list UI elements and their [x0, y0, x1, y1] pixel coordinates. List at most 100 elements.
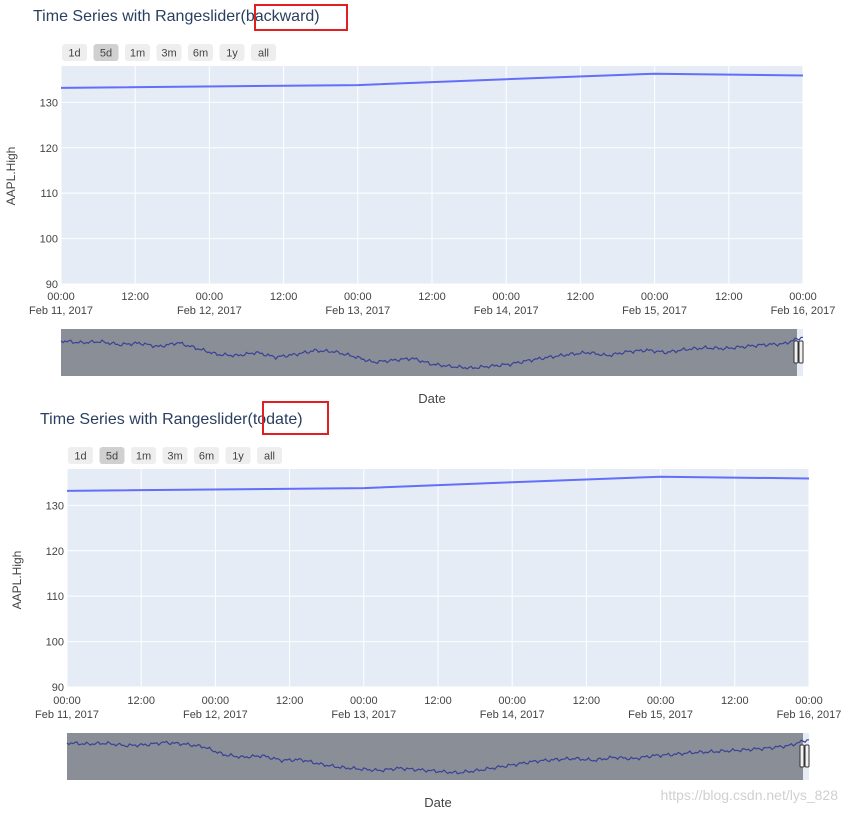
range-button-bg: [125, 44, 150, 61]
series-line: [67, 475, 809, 492]
chart-2: Time Series with Rangeslider(todate) 1d 5d…: [10, 401, 842, 810]
range-button-label: 6m: [199, 451, 214, 463]
y-tick-label: 120: [40, 143, 58, 155]
y-tick-label: 130: [40, 97, 58, 109]
range-button-label: 5d: [106, 451, 118, 463]
y-tick-label: 100: [46, 637, 64, 649]
range-button-bg: [219, 44, 245, 61]
x-tick-time: 00:00: [344, 291, 372, 303]
slider-masked-area: [67, 733, 803, 780]
slider-masked-area: [61, 329, 797, 376]
x-tick-time: 12:00: [418, 291, 446, 303]
x-tick-time: 00:00: [47, 291, 75, 303]
x-tick-time: 00:00: [795, 695, 823, 707]
x-tick-time: 12:00: [121, 291, 149, 303]
chart-1: Time Series with Rangeslider(backward) 1d…: [4, 4, 836, 406]
slider-handle-right[interactable]: [798, 340, 804, 364]
x-tick-date: Feb 16, 2017: [777, 709, 842, 721]
y-axis-title: AAPL.High: [10, 551, 24, 610]
y-tick-label: 110: [40, 188, 58, 200]
x-tick-date: Feb 11, 2017: [29, 305, 93, 317]
range-button-label: 3m: [167, 451, 182, 463]
x-tick-date: Feb 12, 2017: [177, 305, 242, 317]
range-button-3m[interactable]: 3m: [156, 44, 182, 61]
x-tick-time: 12:00: [276, 695, 304, 707]
range-button-bg: [68, 447, 93, 464]
range-button-label: 6m: [193, 48, 208, 60]
slider-handle-right[interactable]: [804, 744, 810, 768]
range-button-label: 1d: [74, 451, 86, 463]
title-suffix: (backward): [240, 8, 319, 25]
range-button-1m[interactable]: 1m: [125, 44, 150, 61]
y-tick-label: 130: [46, 500, 64, 512]
range-button-all[interactable]: all: [251, 44, 276, 61]
slider-overview-line: [60, 336, 804, 370]
x-tick-time: 12:00: [270, 291, 298, 303]
range-button-3m[interactable]: 3m: [162, 447, 188, 464]
y-tick-label: 90: [52, 682, 64, 694]
range-button-1m[interactable]: 1m: [131, 447, 156, 464]
x-tick-time: 00:00: [498, 695, 526, 707]
x-axis-title: Date: [418, 391, 445, 406]
range-button-bg: [93, 44, 119, 61]
range-slider[interactable]: [60, 329, 804, 376]
range-button-6m[interactable]: 6m: [188, 44, 213, 61]
x-tick-date: Feb 15, 2017: [622, 305, 687, 317]
range-button-label: all: [264, 451, 275, 463]
x-tick-time: 12:00: [721, 695, 749, 707]
title-suffix: (todate): [247, 411, 302, 428]
range-button-bg: [251, 44, 276, 61]
highlight-box: [262, 401, 329, 435]
range-button-1y[interactable]: 1y: [219, 44, 245, 61]
x-tick-time: 00:00: [647, 695, 675, 707]
x-tick-date: Feb 14, 2017: [474, 305, 539, 317]
x-tick-date: Feb 15, 2017: [628, 709, 693, 721]
range-button-1d[interactable]: 1d: [68, 447, 93, 464]
x-tick-time: 12:00: [715, 291, 743, 303]
range-button-5d[interactable]: 5d: [99, 447, 125, 464]
chart-title: Time Series with Rangeslider(backward): [33, 8, 320, 25]
y-tick-label: 110: [46, 591, 64, 603]
range-button-6m[interactable]: 6m: [194, 447, 219, 464]
range-button-bg: [162, 447, 188, 464]
highlight-box: [254, 4, 348, 31]
watermark: https://blog.csdn.net/lys_828: [660, 787, 838, 803]
x-tick-time: 12:00: [567, 291, 595, 303]
title-main: Time Series with Rangeslider: [33, 8, 241, 25]
range-button-label: all: [258, 48, 269, 60]
x-tick-time: 00:00: [350, 695, 378, 707]
range-slider[interactable]: [66, 733, 810, 780]
x-tick-date: Feb 13, 2017: [331, 709, 396, 721]
x-tick-time: 00:00: [202, 695, 230, 707]
x-tick-date: Feb 16, 2017: [771, 305, 836, 317]
x-tick-time: 00:00: [196, 291, 224, 303]
range-button-label: 1y: [226, 48, 238, 60]
range-button-5d[interactable]: 5d: [93, 44, 119, 61]
x-tick-time: 00:00: [789, 291, 817, 303]
x-tick-date: Feb 12, 2017: [183, 709, 248, 721]
range-button-label: 1m: [130, 48, 145, 60]
y-axis-title: AAPL.High: [4, 147, 18, 206]
range-button-bg: [131, 447, 156, 464]
x-tick-time: 12:00: [573, 695, 601, 707]
range-button-label: 1y: [232, 451, 244, 463]
range-button-all[interactable]: all: [257, 447, 282, 464]
x-tick-date: Feb 13, 2017: [325, 305, 390, 317]
title-main: Time Series with Rangeslider: [40, 411, 248, 428]
range-button-bg: [99, 447, 125, 464]
range-button-label: 1m: [136, 451, 151, 463]
slider-handle-left[interactable]: [799, 744, 805, 768]
x-tick-date: Feb 14, 2017: [480, 709, 545, 721]
x-tick-time: 00:00: [492, 291, 520, 303]
x-tick-time: 12:00: [127, 695, 155, 707]
range-button-bg: [62, 44, 87, 61]
y-tick-label: 100: [40, 234, 58, 246]
range-button-1d[interactable]: 1d: [62, 44, 87, 61]
x-axis-title: Date: [424, 795, 451, 810]
range-button-1y[interactable]: 1y: [225, 447, 251, 464]
x-tick-time: 00:00: [53, 695, 81, 707]
range-button-bg: [156, 44, 182, 61]
x-tick-date: Feb 11, 2017: [35, 709, 99, 721]
slider-handle-left[interactable]: [793, 340, 799, 364]
